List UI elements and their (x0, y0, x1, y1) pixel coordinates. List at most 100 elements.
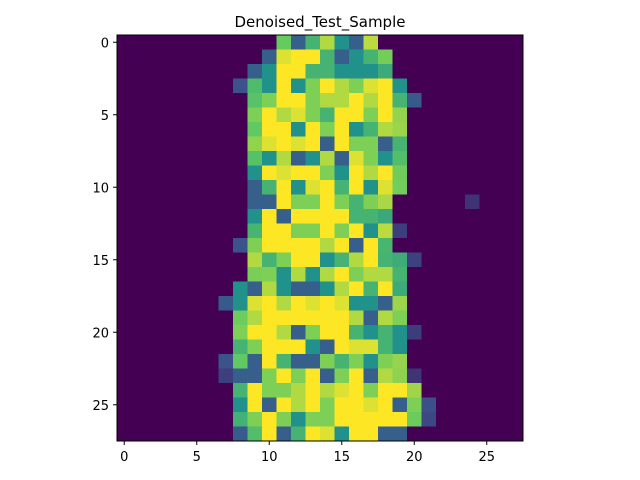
heatmap-cell (479, 165, 495, 181)
heatmap-cell (494, 339, 509, 355)
heatmap-cell (421, 325, 437, 340)
heatmap-cell (146, 325, 161, 340)
heatmap-cell (334, 180, 350, 195)
heatmap-cell (436, 310, 451, 326)
heatmap-cell (494, 209, 509, 224)
heatmap-cell (233, 180, 248, 195)
heatmap-cell (421, 151, 437, 166)
heatmap-cell (334, 383, 350, 398)
heatmap-cell (392, 165, 408, 181)
heatmap-cell (146, 281, 161, 297)
heatmap-cell (508, 223, 524, 239)
heatmap-cell (363, 209, 379, 224)
heatmap-cell (378, 136, 393, 152)
heatmap-cell (392, 339, 408, 355)
heatmap-cell (479, 78, 495, 94)
heatmap-cell (117, 397, 132, 413)
heatmap-cell (421, 194, 437, 210)
heatmap-cell (349, 296, 364, 311)
heatmap-cell (291, 339, 306, 355)
heatmap-cell (218, 78, 234, 94)
heatmap-cell (508, 165, 524, 181)
heatmap-cell (494, 252, 509, 268)
heatmap-cell (407, 267, 422, 282)
heatmap-cell (421, 49, 437, 65)
heatmap-cell (450, 368, 466, 384)
heatmap-cell (450, 78, 466, 94)
x-tick-label: 10 (261, 450, 278, 465)
heatmap-cell (262, 136, 277, 152)
heatmap-cell (131, 64, 147, 79)
heatmap-cell (363, 107, 379, 123)
heatmap-cell (349, 49, 364, 65)
heatmap-cell (378, 281, 393, 297)
heatmap-cell (175, 252, 190, 268)
heatmap-cell (465, 107, 480, 123)
heatmap-cell (407, 35, 422, 50)
heatmap-cell (363, 194, 379, 210)
heatmap-cell (378, 296, 393, 311)
heatmap-cell (305, 252, 321, 268)
heatmap-cell (508, 151, 524, 166)
heatmap-cell (349, 397, 364, 413)
heatmap-cell (204, 78, 219, 94)
heatmap-cell (233, 78, 248, 94)
heatmap-cell (436, 368, 451, 384)
heatmap-cell (436, 93, 451, 108)
heatmap-cell (262, 267, 277, 282)
heatmap-cell (204, 165, 219, 181)
heatmap-cell (479, 194, 495, 210)
heatmap-cell (160, 267, 176, 282)
heatmap-cell (378, 122, 393, 137)
heatmap-cell (508, 397, 524, 413)
heatmap-cell (407, 49, 422, 65)
heatmap-cell (131, 194, 147, 210)
heatmap-cell (508, 93, 524, 108)
heatmap-cell (218, 412, 234, 427)
heatmap-cell (465, 93, 480, 108)
heatmap-cell (204, 122, 219, 137)
heatmap-cell (204, 93, 219, 108)
heatmap-cell (320, 281, 335, 297)
heatmap-cell (436, 426, 451, 442)
heatmap-cell (131, 412, 147, 427)
heatmap-cell (175, 35, 190, 50)
heatmap-cell (247, 339, 263, 355)
heatmap-cell (276, 107, 292, 123)
heatmap-cell (407, 252, 422, 268)
heatmap-cell (117, 93, 132, 108)
heatmap-cell (305, 238, 321, 253)
heatmap-cell (247, 281, 263, 297)
heatmap-cell (131, 296, 147, 311)
heatmap-cell (479, 209, 495, 224)
heatmap-cell (262, 426, 277, 442)
heatmap-cell (392, 426, 408, 442)
heatmap-cell (305, 107, 321, 123)
heatmap-cell (218, 368, 234, 384)
heatmap-cell (407, 78, 422, 94)
heatmap-cell (407, 194, 422, 210)
heatmap-cell (291, 325, 306, 340)
heatmap-cell (349, 151, 364, 166)
heatmap-cell (378, 339, 393, 355)
heatmap-cell (320, 325, 335, 340)
heatmap-cells (117, 35, 524, 442)
heatmap-cell (160, 223, 176, 239)
heatmap-cell (262, 151, 277, 166)
heatmap-cell (117, 238, 132, 253)
heatmap-cell (233, 35, 248, 50)
heatmap-cell (160, 325, 176, 340)
heatmap-cell (508, 194, 524, 210)
heatmap-cell (204, 426, 219, 442)
heatmap-cell (218, 397, 234, 413)
heatmap-cell (291, 310, 306, 326)
heatmap-cell (450, 325, 466, 340)
heatmap-cell (117, 296, 132, 311)
heatmap-cell (247, 325, 263, 340)
heatmap-cell (204, 310, 219, 326)
heatmap-cell (305, 35, 321, 50)
heatmap-cell (421, 296, 437, 311)
heatmap-cell (320, 49, 335, 65)
heatmap-cell (276, 151, 292, 166)
